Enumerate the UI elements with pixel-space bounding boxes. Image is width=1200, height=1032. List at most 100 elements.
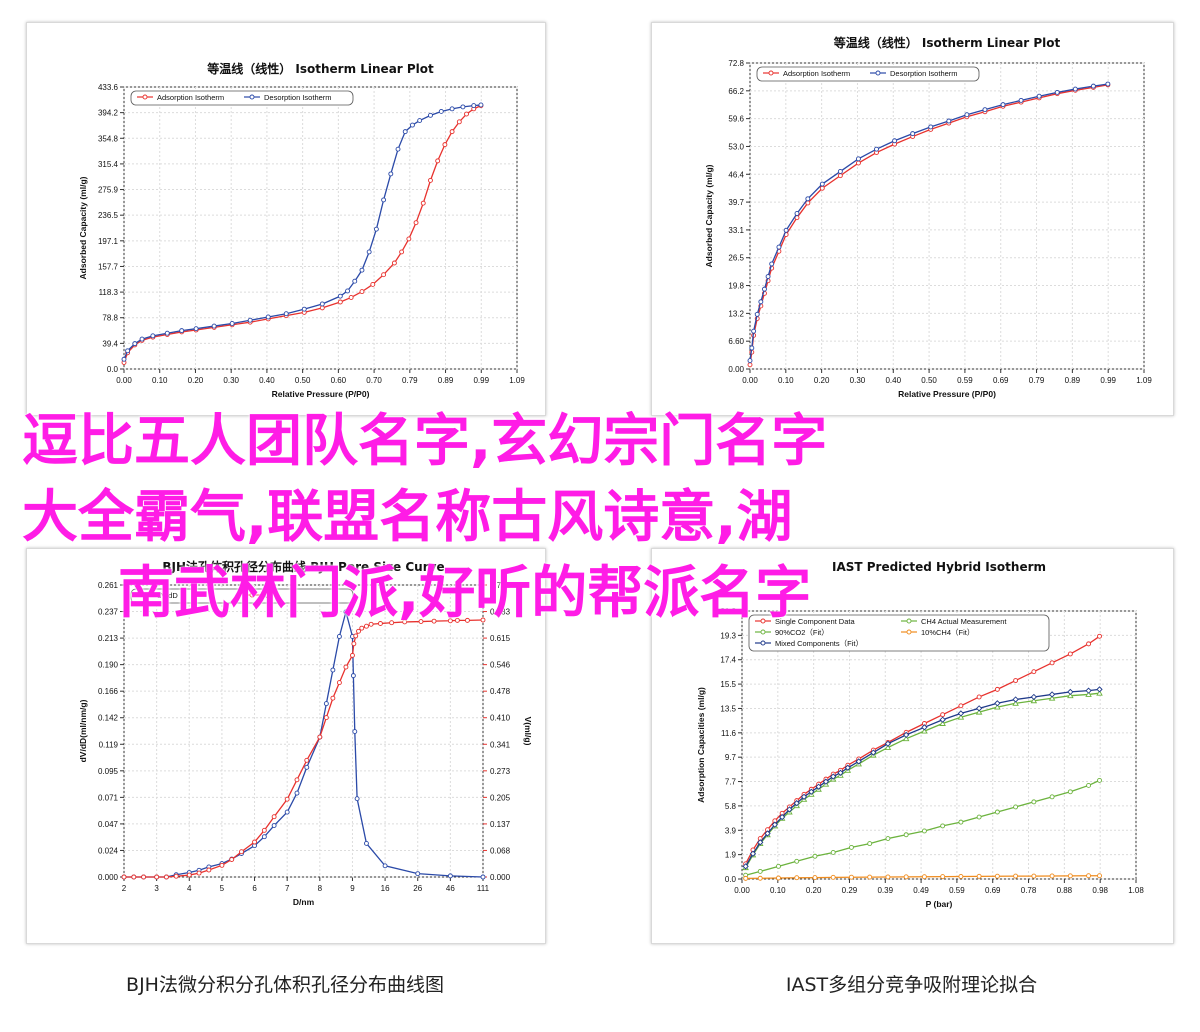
data-point bbox=[352, 278, 358, 284]
x-tick-label: 0.89 bbox=[438, 376, 454, 385]
data-point bbox=[910, 131, 916, 137]
data-point bbox=[1012, 699, 1019, 706]
y-tick-label: 7.7 bbox=[725, 778, 737, 787]
data-point bbox=[363, 623, 369, 629]
data-point bbox=[940, 712, 946, 718]
y-tick-label: 275.9 bbox=[98, 186, 119, 195]
y-tick-label: 197.1 bbox=[98, 237, 119, 246]
x-tick-label: 0.49 bbox=[913, 886, 929, 895]
data-point bbox=[885, 836, 891, 841]
data-point bbox=[1090, 83, 1096, 89]
y-tick-label: 0.213 bbox=[98, 634, 119, 643]
data-point bbox=[848, 844, 854, 850]
data-point bbox=[1086, 873, 1092, 879]
data-point bbox=[783, 227, 789, 233]
data-point bbox=[1067, 651, 1073, 657]
plot-area bbox=[123, 584, 484, 878]
data-point bbox=[976, 873, 982, 879]
y-tick-label: 19.3 bbox=[720, 631, 736, 640]
data-point bbox=[294, 790, 300, 796]
data-point bbox=[1048, 694, 1056, 701]
data-point bbox=[173, 873, 179, 879]
y-tick-label: 39.7 bbox=[728, 198, 744, 207]
y-right-tick-label: 0.341 bbox=[490, 740, 511, 749]
data-point bbox=[1048, 691, 1056, 698]
x-tick-label: 1.09 bbox=[509, 376, 525, 385]
y-tick-label: 46.4 bbox=[728, 170, 744, 179]
data-point bbox=[121, 356, 127, 362]
x-tick-label: 7 bbox=[285, 884, 290, 893]
data-point bbox=[381, 272, 387, 278]
data-point bbox=[417, 118, 423, 124]
y-tick-label: 0.071 bbox=[98, 793, 119, 802]
chart-panel-top-right: 等温线（线性） Isotherm Linear Plot 0.00 0.10 0.20… bbox=[651, 22, 1174, 416]
data-point bbox=[406, 236, 412, 242]
data-point bbox=[428, 177, 433, 183]
data-point bbox=[284, 809, 290, 815]
x-tick-label: 1.08 bbox=[1128, 886, 1144, 895]
series-2 bbox=[743, 777, 1102, 878]
data-point bbox=[323, 715, 329, 721]
data-point bbox=[471, 103, 477, 109]
overlay-line-2: 大全霸气,联盟名称古风诗意,湖 bbox=[22, 485, 793, 550]
x-tick-label: 0.20 bbox=[814, 376, 830, 385]
data-point bbox=[1013, 804, 1019, 810]
data-point bbox=[830, 773, 837, 780]
data-point bbox=[1072, 86, 1078, 92]
data-point bbox=[1085, 691, 1092, 697]
legend-swatch-marker bbox=[768, 70, 774, 76]
data-point bbox=[460, 104, 466, 110]
x-tick-label: 9 bbox=[350, 884, 355, 893]
x-tick-label: 0.20 bbox=[188, 376, 204, 385]
data-point bbox=[837, 168, 843, 174]
y-tick-label: 13.5 bbox=[720, 704, 736, 713]
x-tick-label: 0.69 bbox=[985, 886, 1001, 895]
data-point bbox=[855, 160, 861, 166]
data-point bbox=[336, 680, 342, 686]
data-point bbox=[946, 118, 952, 124]
legend-swatch-marker bbox=[760, 629, 766, 635]
data-point bbox=[420, 200, 426, 206]
y-right-tick-label: 0.683 bbox=[490, 608, 511, 617]
legend-label: Adsorption Isotherm bbox=[157, 93, 224, 102]
data-point bbox=[794, 875, 800, 881]
data-point bbox=[1067, 688, 1074, 696]
y-tick-label: 0.0 bbox=[107, 365, 119, 374]
series-0 bbox=[121, 103, 484, 365]
y-tick-label: 433.6 bbox=[98, 83, 119, 92]
y-right-tick-label: 0.410 bbox=[490, 714, 511, 723]
data-point bbox=[353, 633, 359, 639]
data-point bbox=[438, 109, 444, 114]
data-point bbox=[1096, 686, 1103, 693]
data-point bbox=[928, 124, 934, 130]
x-tick-label: 0.00 bbox=[742, 376, 758, 385]
y-tick-label: 17.4 bbox=[720, 656, 736, 665]
x-tick-label: 0.10 bbox=[152, 376, 168, 385]
chart-isotherm-top-right: 等温线（线性） Isotherm Linear Plot 0.00 0.10 0.20… bbox=[704, 35, 1152, 399]
data-point bbox=[284, 796, 290, 802]
data-point bbox=[261, 827, 267, 833]
data-point bbox=[994, 809, 1000, 815]
data-point bbox=[1012, 696, 1019, 703]
data-point bbox=[283, 311, 289, 317]
data-point bbox=[921, 727, 928, 734]
legend-label: V bbox=[264, 591, 269, 600]
data-point bbox=[982, 107, 988, 113]
data-point bbox=[794, 858, 800, 864]
data-point bbox=[903, 832, 909, 838]
data-point bbox=[800, 793, 808, 800]
data-point bbox=[319, 305, 325, 311]
data-point bbox=[319, 301, 325, 307]
legend-label: Single Component Data bbox=[775, 617, 855, 626]
overlay-line-1: 逗比五人团队名字,玄幻宗门名字 bbox=[22, 409, 828, 474]
x-tick-label: 0.00 bbox=[116, 376, 132, 385]
series-1 bbox=[121, 617, 486, 880]
y-tick-label: 1.9 bbox=[725, 851, 737, 860]
data-point bbox=[855, 758, 862, 765]
data-point bbox=[758, 299, 764, 305]
data-point bbox=[776, 244, 782, 250]
data-point bbox=[304, 764, 310, 770]
data-point bbox=[1086, 783, 1092, 788]
y-right-tick-label: 0.273 bbox=[490, 767, 511, 776]
data-point bbox=[1000, 102, 1006, 108]
